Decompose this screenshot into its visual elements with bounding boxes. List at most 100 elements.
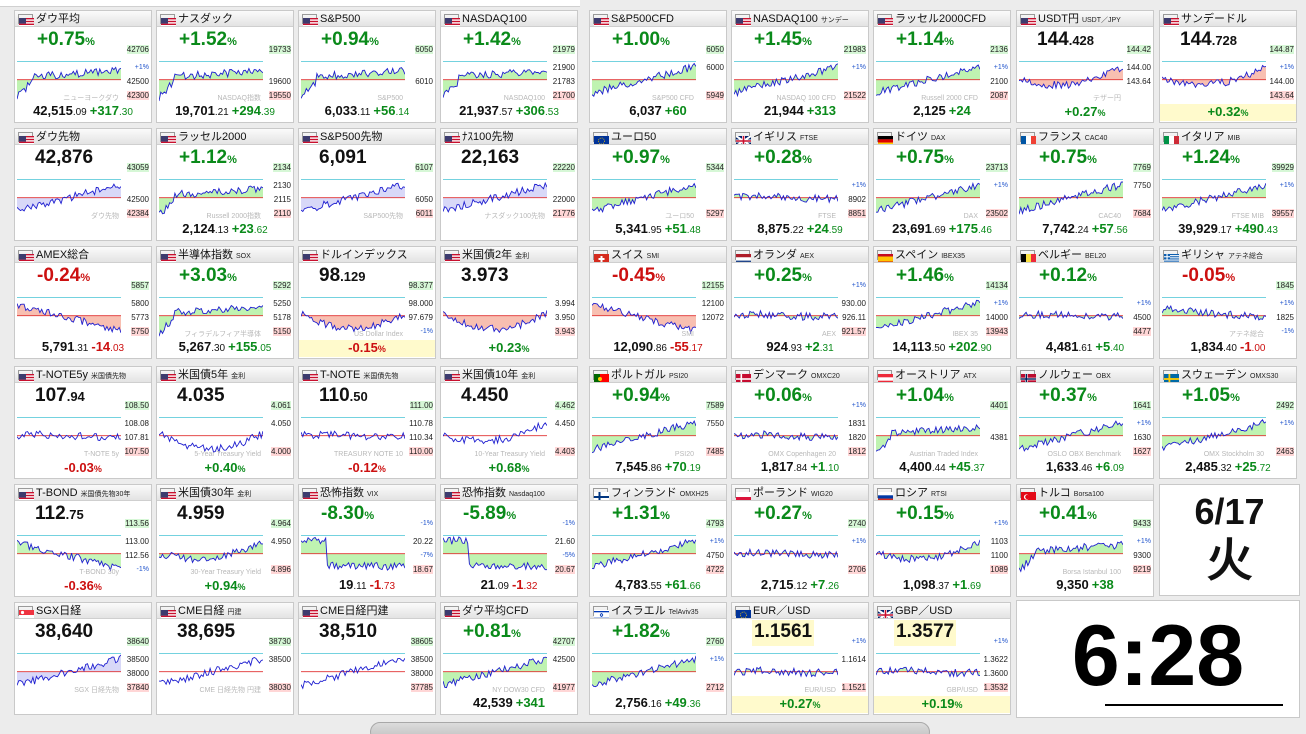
instrument-name-text: ベルギー	[1038, 249, 1082, 261]
primary-value-main: 144	[1180, 29, 1212, 50]
market-tile[interactable]: ポーランド WIG20 +0.27% 2740 +1% 2706 2,715.12 +7.26	[731, 484, 869, 597]
market-tile[interactable]: デンマーク OMXC20 +0.06% OMX Copenhagen 20 +1% 183…	[731, 366, 869, 479]
market-tile[interactable]: オランダ AEX +0.25% AEX +1% 930.00 926.11 921.57 924…	[731, 246, 869, 359]
flag-us-icon	[160, 606, 176, 618]
primary-value-main: -0.24	[37, 265, 81, 286]
tile-header: NASDAQ100	[441, 11, 577, 27]
market-tile[interactable]: ダウ先物 42,876 ダウ先物 43059 42500 42384	[14, 128, 152, 241]
market-tile[interactable]: 米国債10年 金利 4.450 10-Year Treasury Yield 4.462…	[440, 366, 578, 479]
tile-header: フランス CAC40	[1017, 129, 1153, 145]
market-tile[interactable]: S&P500CFD +1.00% S&P500 CFD 6050 6000 5949 6,0…	[589, 10, 727, 123]
net-change-main: +24	[806, 221, 829, 236]
instrument-name-text: T-BOND	[36, 487, 78, 499]
market-tile[interactable]: フィンランド OMXH25 +1.31% 4793 +1% 4750 4722 4,783.5…	[589, 484, 727, 597]
market-tile[interactable]: ダウ平均 +0.75% ニューヨークダウ 42706 +1% 42500 42300 42,5…	[14, 10, 152, 123]
market-tile[interactable]: スウェーデン OMXS30 +1.05% OMX Stockholm 30 2492 +1…	[1159, 366, 1297, 479]
market-tile[interactable]: T-NOTE 米国債先物 110.50 TREASURY NOTE 10 111.00 1…	[298, 366, 436, 479]
market-tile[interactable]: 半導体指数 SOX +3.03% フィラデルフィア半導体 5292 5250 5178 515…	[156, 246, 294, 359]
primary-value-main: +1.24	[1182, 147, 1231, 168]
market-tile[interactable]: ラッセル2000CFD +1.14% Russell 2000 CFD 2136 +1%…	[873, 10, 1011, 123]
market-tile[interactable]: イギリス FTSE +0.28% FTSE +1% 8902 8851 8,875.22 +24…	[731, 128, 869, 241]
axis-label: 2136	[990, 45, 1008, 54]
primary-value-fraction: .94	[66, 389, 85, 404]
market-tile[interactable]: イタリア MIB +1.24% FTSE MIB 39929 +1% 39557 39,929…	[1159, 128, 1297, 241]
market-tile[interactable]: 米国債2年 金利 3.973 3.994 3.950 3.943 +0.23%	[440, 246, 578, 359]
market-tile[interactable]: ノルウェー OBX +0.37% OSLO OBX Benchmark 1641 +1% 1…	[1016, 366, 1154, 479]
market-tile[interactable]: S&P500先物 6,091 S&P500先物 6107 6050 6011	[298, 128, 436, 241]
sparkline-chart: ニューヨークダウ	[17, 61, 121, 102]
net-change: -1.00	[1240, 339, 1265, 354]
market-tile[interactable]: 米国債5年 金利 4.035 5-Year Treasury Yield 4.061 4.…	[156, 366, 294, 479]
market-tile[interactable]: ダウ平均CFD +0.81% NY DOW30 CFD 42707 42500 41977…	[440, 602, 578, 715]
market-tile[interactable]: ドルインデックス 98.129 US Dollar Index 98.377 98.00…	[298, 246, 436, 359]
market-tile[interactable]: CME日経円建 38,510 38605 38500 38000 37785	[298, 602, 436, 715]
tile-footer: -0.12%	[299, 460, 435, 477]
tile-header: 恐怖指数 VIX	[299, 485, 435, 501]
axis-label: +1%	[851, 64, 866, 71]
primary-value-unit: %	[802, 510, 812, 522]
market-tile[interactable]: ロシア RTSI +0.15% +1% 1103 1100 1089 1,098.37 +1.6…	[873, 484, 1011, 597]
market-tile[interactable]: S&P500 +0.94% S&P500 6050 6010 6,033.11 +56.14	[298, 10, 436, 123]
market-tile[interactable]: サンデードル 144.728 144.87 +1% 144.00 143.64 +0.32%	[1159, 10, 1297, 123]
net-change: +51.48	[665, 221, 701, 236]
instrument-name-text: フィンランド	[611, 487, 677, 499]
market-tile[interactable]: ギリシャ アテネ総合 -0.05% アテネ総合 1845 +1% 1825 -1% 1,834.…	[1159, 246, 1297, 359]
axis-label: 5857	[131, 281, 149, 290]
chart-watermark: NASDAQ指数	[217, 93, 261, 102]
axis-label: 930.00	[841, 299, 866, 308]
market-tile[interactable]: スペイン IBEX35 +1.46% IBEX 35 14134 +1% 14000 1394…	[873, 246, 1011, 359]
market-tile[interactable]: T-NOTE5y 米国債先物 107.94 T-NOTE 5y 108.50 108.08…	[14, 366, 152, 479]
bottom-scroll-bar[interactable]	[370, 722, 930, 734]
market-tile[interactable]: ドイツ DAX +0.75% DAX 23713 +1% 23502 23,691.69 +17…	[873, 128, 1011, 241]
market-tile[interactable]: CME日経 円建 38,695 CME 日経先物 円建 38730 38500 38030	[156, 602, 294, 715]
instrument-name: ギリシャ アテネ総合	[1181, 248, 1263, 262]
market-tile[interactable]: ラッセル2000 +1.12% Russell 2000指数 2134 2130 2115…	[156, 128, 294, 241]
last-price: 8,875	[757, 221, 790, 236]
market-tile[interactable]: スイス SMI -0.45% SMI 12155 12100 12072 12,090.86-…	[589, 246, 727, 359]
market-tile[interactable]: ﾅｽ100先物 22,163 ナスダック100先物 22220 22000 21776	[440, 128, 578, 241]
axis-label: 144.42	[1126, 45, 1151, 54]
flag-us-icon	[18, 488, 34, 500]
market-tile[interactable]: T-BOND 米国債先物30年 112.75 T-BOND 30y 113.56 113.…	[14, 484, 152, 597]
primary-value-unit: %	[655, 272, 666, 284]
axis-label: 21900	[552, 63, 575, 72]
price-line	[734, 309, 838, 321]
last-price: 1,817	[760, 459, 794, 474]
chart-area	[443, 657, 547, 688]
market-tile[interactable]: イスラエル TelAviv35 +1.82% 2760 +1% 2712 2,756.16 +…	[589, 602, 727, 715]
last-price: 5,341	[615, 221, 648, 236]
market-tile[interactable]: AMEX総合 -0.24% 5857 5800 5773 5750 5,791.31 -14.…	[14, 246, 152, 359]
market-tile[interactable]: 米国債30年 金利 4.959 30-Year Treasury Yield 4.964…	[156, 484, 294, 597]
market-tile[interactable]: ナスダック +1.52% NASDAQ指数 19733 19600 19550 19,701…	[156, 10, 294, 123]
market-tile[interactable]: EUR／USD 1.1561 EUR/USD +1% 1.1614 1.1521 +0.27…	[731, 602, 869, 715]
net-change: +49.36	[665, 695, 701, 710]
market-tile[interactable]: 恐怖指数 Nasdaq100 -5.89% -1% 21.60 -5% 20.67 21.09…	[440, 484, 578, 597]
instrument-name-text: GBP／USD	[895, 605, 953, 617]
primary-value-main: 6,091	[319, 147, 367, 168]
last-price-fraction: .50	[931, 343, 946, 354]
market-tile[interactable]: NASDAQ100 +1.42% NASDAQ100 21979 21900 21783 2…	[440, 10, 578, 123]
sparkline-chart: OMX Copenhagen 20	[734, 417, 838, 458]
market-tile[interactable]: ベルギー BEL20 +0.12% +1% 4500 4477 4,481.61 +5.40	[1016, 246, 1154, 359]
chart-watermark: EUR/USD	[804, 687, 836, 694]
tile-footer: 42,539 +341	[441, 695, 577, 713]
last-price-fraction: .21	[214, 107, 229, 118]
net-change-fraction: .26	[825, 581, 840, 592]
instrument-name-text: ギリシャ	[1181, 249, 1225, 261]
market-tile[interactable]: ポルトガル PSI20 +0.94% PSI20 7589 7550 7485 7,545.8…	[589, 366, 727, 479]
primary-value: 4.035	[177, 384, 225, 410]
chart-area	[734, 430, 838, 441]
market-tile[interactable]: GBP／USD 1.3577 GBP/USD +1% 1.3622 1.3600 1.353…	[873, 602, 1011, 715]
market-tile[interactable]: USDT円 USDT／JPY 144.428 テザー円 144.42 144.00 143.…	[1016, 10, 1154, 123]
sparkline-chart: T-BOND 30y	[17, 535, 121, 576]
market-tile[interactable]: SGX日経 38,640 SGX 日経先物 38640 38500 38000 37840	[14, 602, 152, 715]
instrument-name: S&P500CFD	[611, 12, 677, 26]
market-tile[interactable]: NASDAQ100 サンデー +1.45% NASDAQ 100 CFD 21983 +1…	[731, 10, 869, 123]
market-tile[interactable]: オーストリア ATX +1.04% Austrian Traded Index 4401…	[873, 366, 1011, 479]
market-tile[interactable]: フランス CAC40 +0.75% CAC40 7769 7750 7684 7,742.24…	[1016, 128, 1154, 241]
market-tile[interactable]: 恐怖指数 VIX -8.30% -1% 20.22 -7% 18.67 19.11 -1.73	[298, 484, 436, 597]
clock-underline	[1105, 704, 1283, 706]
market-tile[interactable]: トルコ Borsa100 +0.41% Borsa Istanbul 100 9433 +…	[1016, 484, 1154, 597]
flag-us-icon	[444, 14, 460, 26]
market-tile[interactable]: ユーロ50 +0.97% ユーロ50 5344 5297 5,341.95 +51.48	[589, 128, 727, 241]
